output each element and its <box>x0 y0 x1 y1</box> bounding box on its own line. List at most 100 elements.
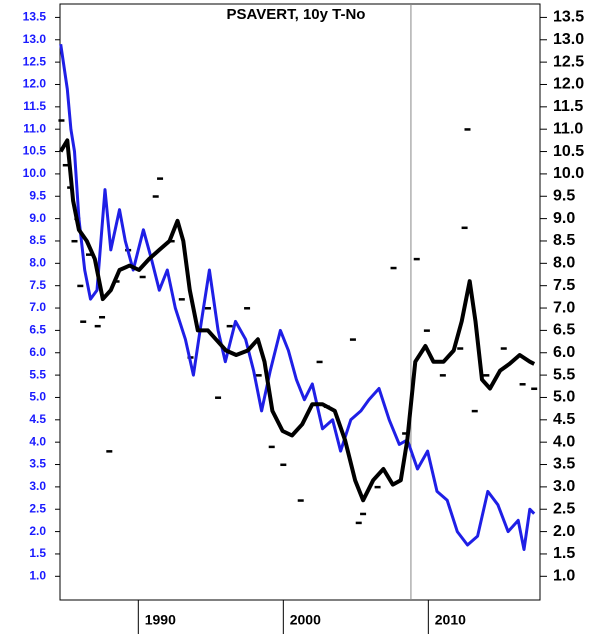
y-tick-label: 13.0 <box>23 32 47 46</box>
y2-tick-label: 11.0 <box>553 120 583 137</box>
data-dash <box>244 307 251 310</box>
data-dash <box>86 253 93 256</box>
y2-tick-label: 7.0 <box>553 299 575 316</box>
y2-tick-label: 8.5 <box>553 232 575 249</box>
y2-tick-label: 6.5 <box>553 322 575 339</box>
y-tick-label: 6.0 <box>29 345 46 359</box>
data-dash <box>280 463 287 467</box>
y2-tick-label: 9.0 <box>553 210 575 227</box>
y2-tick-label: 9.5 <box>553 187 575 204</box>
data-dash <box>204 307 211 310</box>
y-tick-label: 7.5 <box>29 278 46 292</box>
data-dash <box>483 374 490 377</box>
plot-frame <box>59 3 541 601</box>
y2-tick-label: 10.5 <box>553 143 584 160</box>
data-dash <box>519 383 526 386</box>
data-dash <box>531 387 538 391</box>
y-tick-label: 4.0 <box>29 434 46 448</box>
data-dash <box>268 445 275 449</box>
y-tick-label: 10.5 <box>23 144 47 158</box>
data-dash <box>139 275 146 279</box>
y-tick-label: 2.0 <box>29 524 46 538</box>
y-tick-label: 10.0 <box>23 166 47 180</box>
y-tick-label: 6.5 <box>29 323 46 337</box>
data-dash <box>471 409 478 413</box>
y2-tick-label: 8.0 <box>553 255 575 272</box>
y-tick-label: 8.0 <box>29 255 46 269</box>
data-dash <box>94 324 101 328</box>
x-tick-label: 1990 <box>145 612 176 628</box>
data-dash <box>457 347 464 350</box>
data-dash <box>58 119 65 122</box>
x-tick-label: 2010 <box>435 612 466 628</box>
y-tick-label: 7.0 <box>29 300 46 314</box>
y2-tick-label: 3.0 <box>553 478 575 495</box>
y-tick-label: 9.0 <box>29 211 46 225</box>
y2-tick-label: 2.0 <box>553 523 575 540</box>
series-line <box>59 43 536 551</box>
y-tick-label: 2.5 <box>29 501 46 515</box>
data-dash <box>99 315 106 319</box>
data-dash <box>355 521 362 525</box>
y-tick-label: 1.0 <box>29 568 46 582</box>
y2-tick-label: 1.5 <box>553 545 575 562</box>
y2-tick-label: 1.0 <box>553 568 575 585</box>
data-dash <box>500 347 507 350</box>
data-dash <box>80 320 87 323</box>
data-dash <box>297 499 304 502</box>
data-dash <box>413 257 420 261</box>
y2-tick-label: 12.5 <box>553 53 584 70</box>
y2-tick-label: 13.0 <box>553 31 584 48</box>
data-dash <box>168 239 175 243</box>
y2-tick-label: 10.0 <box>553 165 584 182</box>
y2-tick-label: 7.5 <box>553 277 575 294</box>
y-tick-label: 3.5 <box>29 457 46 471</box>
data-dash <box>349 338 356 341</box>
y-tick-label: 11.5 <box>23 99 46 113</box>
y2-tick-label: 11.5 <box>553 98 583 115</box>
y-tick-label: 5.5 <box>29 367 46 381</box>
data-dash <box>157 177 164 180</box>
y2-tick-label: 6.0 <box>553 344 575 361</box>
data-dash <box>215 396 222 399</box>
data-dash <box>178 298 185 301</box>
y2-tick-label: 5.0 <box>553 389 575 406</box>
data-dash <box>255 374 262 377</box>
y-tick-label: 5.0 <box>29 390 46 404</box>
data-dash <box>461 226 468 230</box>
data-dash <box>226 324 233 328</box>
data-dash <box>439 374 446 377</box>
data-dash <box>71 239 78 243</box>
y2-tick-label: 2.5 <box>553 500 575 517</box>
series-line <box>58 138 536 503</box>
y2-tick-label: 3.5 <box>553 456 575 473</box>
y-tick-label: 1.5 <box>29 546 46 560</box>
data-dash <box>374 485 381 489</box>
y-tick-label: 9.5 <box>29 188 46 202</box>
y2-tick-label: 12.0 <box>553 76 584 93</box>
chart-title: PSAVERT, 10y T-No <box>227 6 366 23</box>
data-dash <box>62 163 69 167</box>
y-tick-label: 4.5 <box>29 412 46 426</box>
y2-tick-label: 4.5 <box>553 411 575 428</box>
y-tick-label: 12.0 <box>23 77 47 91</box>
x-tick-label: 2000 <box>290 612 321 628</box>
data-dash <box>77 284 84 288</box>
data-dash <box>423 329 430 332</box>
data-dash <box>402 432 409 435</box>
y-tick-label: 12.5 <box>23 54 47 68</box>
data-dash <box>464 128 471 131</box>
y2-tick-label: 5.5 <box>553 366 575 383</box>
y2-tick-label: 13.5 <box>553 9 584 26</box>
y-tick-label: 11.0 <box>23 121 46 135</box>
data-dash <box>106 450 113 453</box>
y-tick-label: 8.5 <box>29 233 46 247</box>
data-dash <box>152 195 159 198</box>
y2-tick-label: 4.0 <box>553 433 575 450</box>
data-dash <box>360 512 367 516</box>
data-dash <box>316 360 323 364</box>
y-tick-label: 3.0 <box>29 479 46 493</box>
y-tick-label: 13.5 <box>23 10 47 24</box>
data-dash <box>390 266 397 270</box>
